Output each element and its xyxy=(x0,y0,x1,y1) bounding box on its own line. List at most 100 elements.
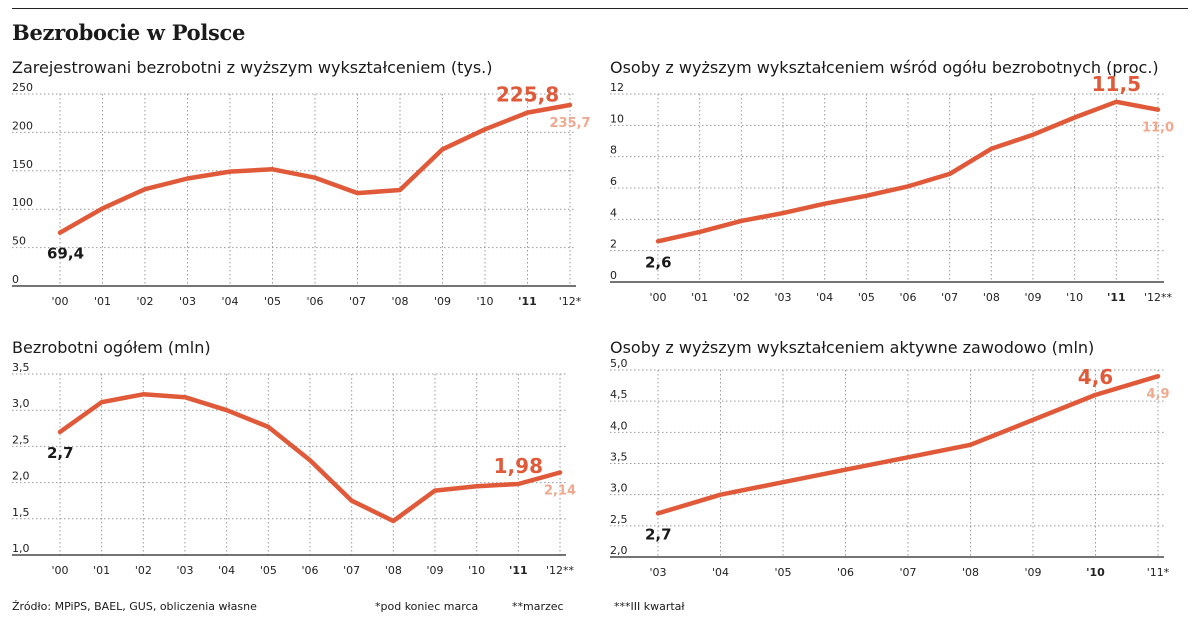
chart-svg: 0 50 100 150 200 250 '00 '01 '02 '03 '04 '05 '06 '07 '… xyxy=(12,81,591,308)
x-tick-label: '01 xyxy=(93,564,110,577)
data-point xyxy=(58,430,62,434)
data-point xyxy=(1073,116,1077,119)
chart-title: Osoby z wyższym wykształceniem wśród ogó… xyxy=(610,58,1159,77)
data-point xyxy=(398,188,402,192)
last-value-label: 11,0 xyxy=(1142,121,1174,136)
footer-note-2: **marzec xyxy=(512,600,564,613)
y-tick-label: 4 xyxy=(610,206,617,219)
x-tick-label: '07 xyxy=(343,564,360,577)
data-point xyxy=(558,470,562,474)
data-point xyxy=(391,519,395,523)
x-tick-label: '00 xyxy=(51,295,68,308)
highlight-value-label: 4,6 xyxy=(1078,365,1113,389)
x-tick-label: '03 xyxy=(179,295,196,308)
y-tick-label: 3,5 xyxy=(12,361,30,374)
data-point xyxy=(1031,133,1035,137)
data-point xyxy=(266,425,270,429)
start-value-label: 2,6 xyxy=(645,253,672,271)
x-tick-label: '07 xyxy=(349,295,366,308)
y-tick-label: 2,0 xyxy=(12,470,30,483)
data-point xyxy=(526,111,529,115)
y-tick-label: 1,5 xyxy=(12,506,30,519)
data-point xyxy=(739,219,743,223)
x-tick-label: '11* xyxy=(1147,566,1170,579)
data-point xyxy=(719,493,722,497)
data-point xyxy=(350,499,354,503)
chart-panel-registered-unemployed: Zarejestrowani bezrobotni z wyższym wyks… xyxy=(12,58,591,318)
data-point xyxy=(906,184,910,188)
y-tick-label: 0 xyxy=(610,269,617,282)
x-tick-label: '09 xyxy=(426,564,443,577)
x-tick-label: '01 xyxy=(691,291,708,304)
chart-panel-economically-active: Osoby z wyższym wykształceniem aktywne z… xyxy=(610,338,1185,598)
y-tick-label: 3,0 xyxy=(610,482,628,495)
x-tick-label: '12* xyxy=(559,295,582,308)
x-tick-label: '05 xyxy=(774,566,791,579)
data-point xyxy=(844,468,847,472)
x-tick-label: '04 xyxy=(816,291,833,304)
data-point xyxy=(1156,374,1160,378)
x-tick-label: '08 xyxy=(962,566,979,579)
x-tick-label: '11 xyxy=(1107,291,1126,304)
data-point xyxy=(1114,100,1118,104)
y-tick-label: 6 xyxy=(610,175,617,188)
data-point xyxy=(781,480,785,484)
y-tick-label: 4,5 xyxy=(610,388,628,401)
x-tick-label: '12** xyxy=(1144,291,1173,304)
data-point xyxy=(1031,418,1035,422)
highlight-value-label: 225,8 xyxy=(496,83,559,107)
x-tick-label: '10 xyxy=(1086,566,1105,579)
data-point xyxy=(101,206,104,210)
top-rule xyxy=(12,8,1188,9)
chart-title: Zarejestrowani bezrobotni z wyższym wyks… xyxy=(12,58,493,77)
x-tick-label: '08 xyxy=(983,291,1000,304)
x-tick-label: '12** xyxy=(546,564,575,577)
data-point xyxy=(1156,108,1160,112)
y-tick-label: 0 xyxy=(12,273,19,286)
data-point xyxy=(698,230,702,234)
data-point xyxy=(58,231,62,235)
x-tick-label: '08 xyxy=(385,564,402,577)
data-point xyxy=(228,170,232,174)
data-point xyxy=(475,484,479,488)
chart-title: Bezrobotni ogółem (mln) xyxy=(12,338,211,357)
x-tick-label: '01 xyxy=(94,295,111,308)
x-tick-label: '00 xyxy=(51,564,68,577)
x-tick-label: '07 xyxy=(899,566,916,579)
data-point xyxy=(948,172,952,176)
page-title: Bezrobocie w Polsce xyxy=(12,20,246,45)
footer-note-3: ***III kwartał xyxy=(614,600,685,613)
y-tick-label: 150 xyxy=(12,158,33,171)
y-tick-label: 12 xyxy=(610,81,624,94)
data-point xyxy=(225,408,229,412)
y-tick-label: 100 xyxy=(12,196,33,209)
x-tick-label: '10 xyxy=(1066,291,1083,304)
last-value-label: 235,7 xyxy=(549,116,590,131)
data-point xyxy=(864,194,868,198)
chart-panel-share-of-unemployed: Osoby z wyższym wykształceniem wśród ogó… xyxy=(610,58,1185,318)
y-tick-label: 8 xyxy=(610,144,617,157)
chart-panel-total-unemployed: Bezrobotni ogółem (mln) 1,0 1,5 2,0 2,5 3,0 3… xyxy=(12,338,587,598)
chart-title: Osoby z wyższym wykształceniem aktywne z… xyxy=(610,338,1095,357)
last-value-label: 2,14 xyxy=(544,483,576,498)
y-tick-label: 1,0 xyxy=(12,542,30,555)
highlight-value-label: 11,5 xyxy=(1092,72,1141,96)
chart-svg: 2,0 2,5 3,0 3,5 4,0 4,5 5,0 '03 '04 '05 '06 '07 '08 '… xyxy=(610,357,1170,579)
x-tick-label: '09 xyxy=(1024,291,1041,304)
chart-svg: 1,0 1,5 2,0 2,5 3,0 3,5 '00 '01 '02 '03 '04 '05 '06 '… xyxy=(12,361,576,577)
data-point xyxy=(823,202,827,206)
y-tick-label: 3,5 xyxy=(610,451,628,464)
x-tick-label: '09 xyxy=(434,295,451,308)
footer-source: Źródło: MPiPS, BAEL, GUS, obliczenia wła… xyxy=(12,600,257,613)
y-tick-label: 10 xyxy=(610,112,624,125)
data-point xyxy=(183,395,187,399)
data-point xyxy=(516,482,520,486)
x-tick-label: '04 xyxy=(218,564,235,577)
data-point xyxy=(141,392,145,396)
data-point xyxy=(271,167,274,171)
y-tick-label: 250 xyxy=(12,81,33,94)
data-point xyxy=(313,176,317,180)
highlight-value-label: 1,98 xyxy=(494,454,543,478)
x-tick-label: '11 xyxy=(509,564,528,577)
x-tick-label: '06 xyxy=(837,566,854,579)
